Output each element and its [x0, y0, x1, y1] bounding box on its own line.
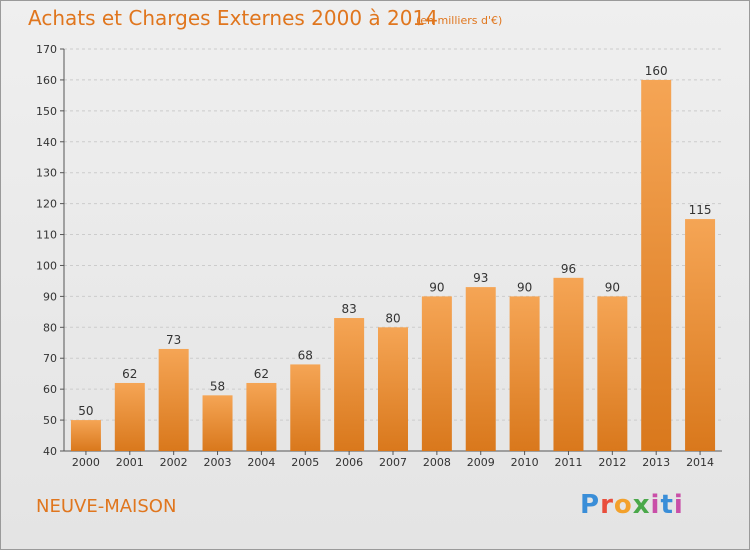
y-tick-label: 100: [36, 259, 57, 272]
data-label: 68: [298, 348, 313, 362]
bar-2013: [641, 79, 672, 451]
x-tick-label: 2007: [379, 456, 407, 469]
x-tick-label: 2003: [204, 456, 232, 469]
x-tick-label: 2000: [72, 456, 100, 469]
x-tick-label: 2005: [291, 456, 319, 469]
commune-name: NEUVE-MAISON: [36, 496, 177, 517]
bar-2011: [553, 277, 584, 451]
bar-2008: [421, 296, 452, 451]
data-label: 96: [561, 262, 576, 276]
x-tick-label: 2012: [598, 456, 626, 469]
bar-2014: [685, 219, 716, 451]
y-tick-label: 110: [36, 229, 57, 242]
bar-2006: [334, 318, 365, 451]
bar-2009: [465, 287, 496, 451]
data-label: 62: [122, 367, 137, 381]
data-label: 90: [605, 280, 620, 294]
bar-2005: [290, 364, 321, 451]
data-label: 62: [254, 367, 269, 381]
bar-2004: [246, 382, 277, 451]
chart-unit: (en milliers d'€): [416, 14, 503, 27]
y-tick-label: 130: [36, 167, 57, 180]
y-tick-label: 40: [43, 445, 57, 458]
y-tick-label: 50: [43, 414, 57, 427]
bar-2012: [597, 296, 628, 451]
proxiti-logo: Proxiti: [580, 490, 684, 520]
x-tick-label: 2002: [160, 456, 188, 469]
x-tick-label: 2009: [467, 456, 495, 469]
y-tick-label: 60: [43, 383, 57, 396]
data-label: 58: [210, 379, 225, 393]
data-label: 90: [429, 280, 444, 294]
labels: 40 50 60 70 80 90 100 110 120 130 140 150 160 170 50 20…: [36, 43, 714, 469]
x-tick-label: 2014: [686, 456, 714, 469]
data-label: 73: [166, 333, 181, 347]
y-tick-label: 160: [36, 74, 57, 87]
bars: [70, 79, 716, 451]
y-tick-label: 140: [36, 136, 57, 149]
bar-2010: [509, 296, 540, 451]
y-tick-label: 90: [43, 290, 57, 303]
y-tick-label: 120: [36, 198, 57, 211]
x-tick-label: 2013: [642, 456, 670, 469]
y-tick-label: 170: [36, 43, 57, 56]
chart-title: Achats et Charges Externes 2000 à 2014: [28, 6, 438, 30]
x-tick-label: 2010: [511, 456, 539, 469]
y-tick-label: 150: [36, 105, 57, 118]
data-label: 80: [385, 311, 400, 325]
y-tick-label: 70: [43, 352, 57, 365]
x-tick-label: 2001: [116, 456, 144, 469]
x-tick-label: 2008: [423, 456, 451, 469]
data-label: 115: [689, 203, 712, 217]
data-label: 160: [645, 64, 668, 78]
y-tick-label: 80: [43, 321, 57, 334]
data-label: 83: [341, 302, 356, 316]
bar-2003: [202, 395, 233, 451]
x-tick-label: 2011: [554, 456, 582, 469]
x-tick-label: 2004: [247, 456, 275, 469]
bar-2007: [378, 327, 408, 451]
bar-2001: [114, 382, 145, 451]
data-label: 93: [473, 271, 488, 285]
x-tick-label: 2006: [335, 456, 363, 469]
bar-2000: [70, 420, 101, 451]
data-label: 90: [517, 280, 532, 294]
data-label: 50: [78, 404, 93, 418]
bar-2002: [158, 348, 189, 451]
